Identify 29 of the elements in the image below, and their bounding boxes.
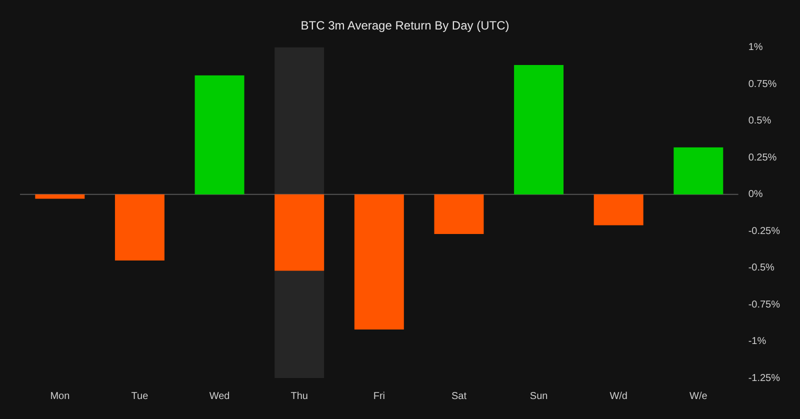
y-tick-label: 0.75% <box>748 78 777 90</box>
x-tick-label: Wed <box>209 390 230 402</box>
bar <box>274 194 324 271</box>
chart-title: BTC 3m Average Return By Day (UTC) <box>300 18 510 33</box>
y-tick-label: 0% <box>748 189 763 200</box>
bar <box>114 194 164 260</box>
x-tick-label: Sun <box>530 390 548 402</box>
y-tick-label: -0.5% <box>748 262 775 274</box>
y-tick-label: -0.25% <box>748 226 780 237</box>
y-tick-label: 0.5% <box>748 116 772 127</box>
x-tick-label: W/e <box>690 390 708 402</box>
bar <box>194 75 244 194</box>
x-tick-label: Thu <box>290 390 308 402</box>
x-tick-label: Mon <box>50 390 70 402</box>
x-tick-label: Tue <box>131 390 149 402</box>
x-tick-label: Fri <box>373 390 385 402</box>
y-tick-label: -1.25% <box>748 372 780 384</box>
bar <box>354 194 404 330</box>
y-tick-label: 1% <box>748 42 763 54</box>
y-tick-label: -1% <box>748 336 766 348</box>
bar <box>674 147 724 194</box>
bar <box>514 65 564 194</box>
x-tick-label: Sat <box>451 390 467 402</box>
y-tick-label: 0.25% <box>748 152 777 164</box>
y-tick-label: -0.75% <box>748 299 780 310</box>
bar <box>434 194 484 234</box>
bar <box>594 194 644 226</box>
bar <box>35 194 85 199</box>
x-tick-label: W/d <box>610 390 628 402</box>
